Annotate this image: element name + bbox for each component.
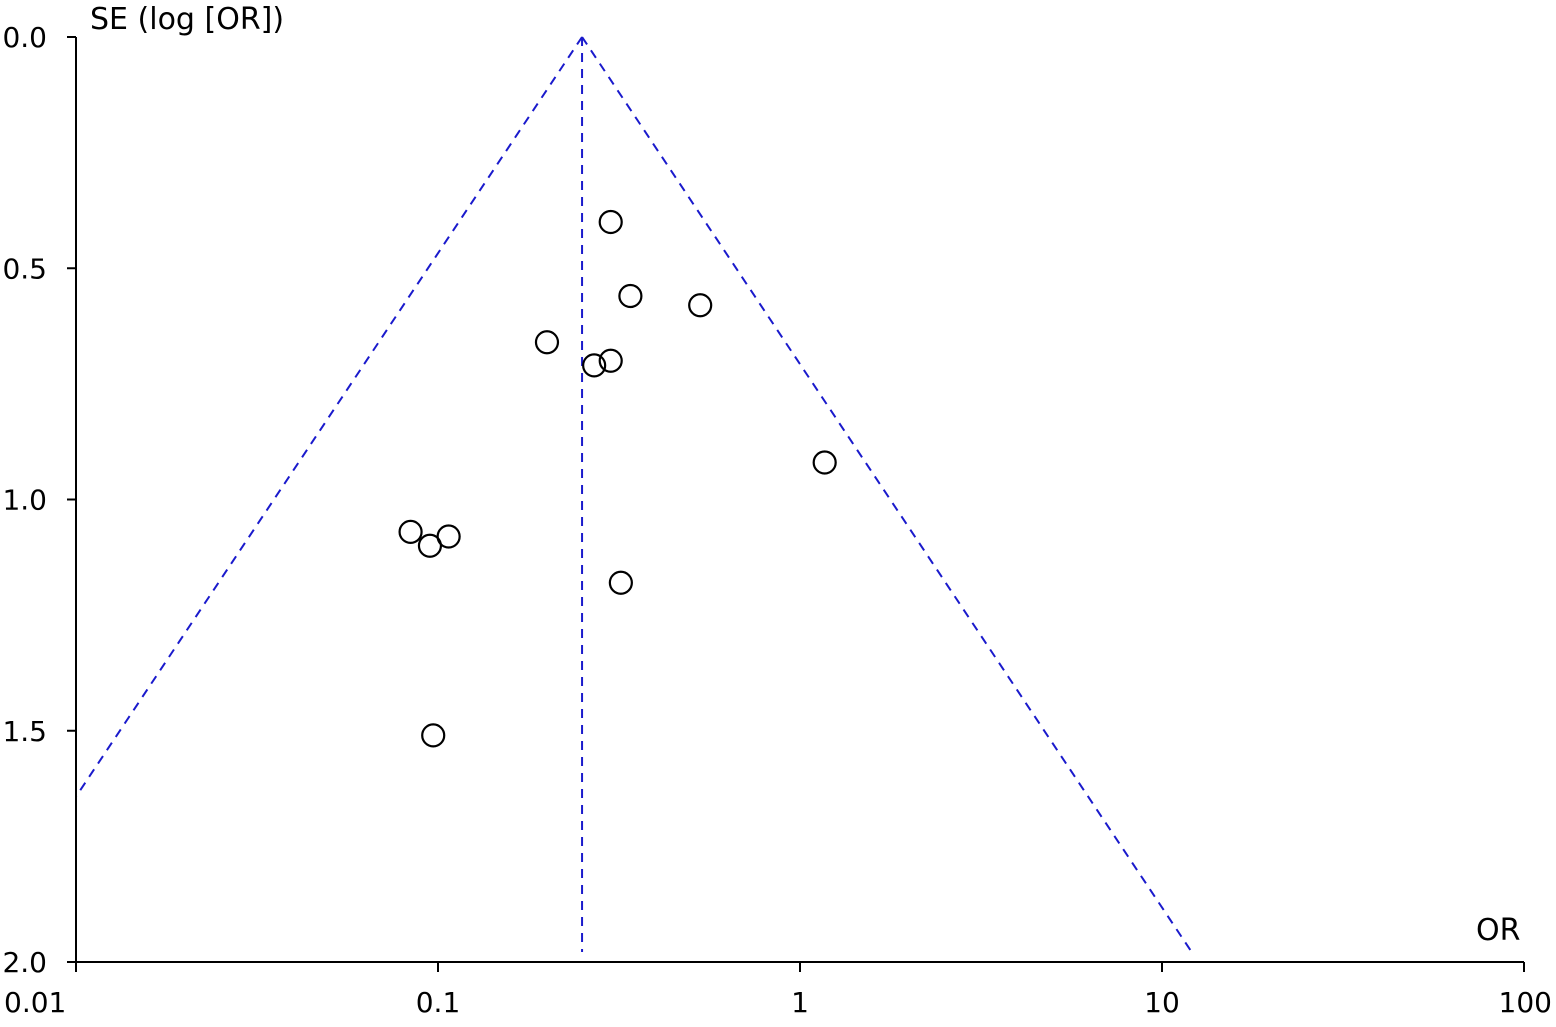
study-point <box>688 293 713 318</box>
study-point <box>421 723 446 748</box>
y-tick-label: 1.5 <box>2 715 47 748</box>
x-tick-label: 0.1 <box>416 986 461 1019</box>
y-axis-title: SE (log [OR]) <box>90 2 284 37</box>
y-tick-label: 1.0 <box>2 484 47 517</box>
funnel-right-limit <box>581 36 1194 954</box>
study-point <box>598 209 623 235</box>
data-points <box>398 209 837 748</box>
x-axis-title: OR <box>1476 913 1520 948</box>
funnel-left-limit <box>75 36 583 798</box>
x-tick-label: 10 <box>1144 986 1180 1019</box>
reference-lines <box>75 36 1194 954</box>
x-tick-label: 1 <box>791 986 809 1019</box>
y-tick-label: 0.0 <box>2 21 47 54</box>
x-tick-label: 0.01 <box>4 986 66 1019</box>
axes: 0.0 0.5 1.0 1.5 2.0 0.01 0.1 1 10 100 <box>2 21 1552 1019</box>
study-point <box>398 519 423 544</box>
x-tick-label: 100 <box>1499 986 1552 1019</box>
study-point <box>812 450 837 475</box>
study-point <box>618 283 643 309</box>
study-point <box>608 570 633 595</box>
y-tick-label: 2.0 <box>2 946 47 979</box>
study-point <box>436 524 461 549</box>
study-point <box>598 348 623 373</box>
y-tick-label: 0.5 <box>2 252 47 285</box>
study-point <box>534 330 560 355</box>
study-point <box>582 353 607 378</box>
